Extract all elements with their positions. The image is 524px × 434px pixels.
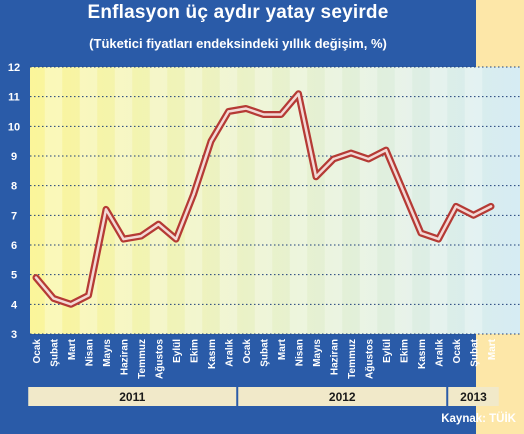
data-point	[192, 193, 195, 196]
data-point	[332, 157, 335, 161]
x-tick-label: Haziran	[120, 339, 131, 375]
data-point	[454, 205, 458, 208]
x-tick-label: Aralık	[225, 339, 236, 367]
data-point	[384, 148, 388, 152]
data-point	[489, 205, 493, 208]
x-tick-label: Mart	[67, 338, 78, 360]
year-bar	[448, 387, 499, 406]
month-stripe	[429, 67, 448, 334]
month-stripe	[219, 67, 238, 334]
x-tick-label: Eylül	[382, 339, 393, 363]
chart-title: Enflasyon üç aydır yatay seyirde	[87, 2, 389, 23]
data-point	[402, 190, 405, 193]
x-tick-label: Eylül	[172, 339, 183, 363]
x-tick-label: Haziran	[330, 339, 341, 375]
year-label: 2011	[119, 390, 145, 404]
y-tick-label: 9	[11, 151, 17, 163]
x-tick-label: Ocak	[32, 339, 43, 364]
data-point	[122, 237, 125, 241]
year-bar	[238, 387, 447, 406]
x-tick-label: Aralık	[435, 339, 446, 367]
month-stripe	[289, 67, 308, 334]
x-tick-label: Nisan	[295, 339, 306, 366]
data-point	[437, 237, 440, 241]
data-point	[314, 175, 318, 178]
data-point	[157, 223, 160, 226]
x-tick-label: Şubat	[470, 338, 481, 366]
data-point	[279, 113, 283, 116]
y-tick-label: 12	[8, 62, 20, 74]
month-stripe	[359, 67, 378, 334]
y-tick-label: 10	[8, 121, 20, 133]
x-tick-label: Ağustos	[365, 339, 376, 379]
y-tick-label: 7	[11, 210, 17, 222]
data-point	[349, 151, 353, 155]
data-point	[419, 231, 423, 235]
year-label: 2012	[329, 390, 356, 404]
month-stripe	[324, 67, 343, 334]
y-tick-label: 5	[11, 270, 17, 282]
data-point	[472, 214, 475, 217]
x-tick-label: Ekim	[400, 339, 411, 363]
month-stripe	[254, 67, 273, 334]
x-tick-label: Temmuz	[137, 339, 148, 379]
data-point	[69, 303, 73, 306]
x-tick-label: Kasım	[207, 339, 218, 369]
year-bar	[28, 387, 237, 406]
y-tick-label: 3	[11, 329, 17, 341]
month-stripe	[114, 67, 133, 334]
x-tick-label: Mart	[277, 338, 288, 360]
year-label: 2013	[460, 390, 487, 404]
x-tick-label: Ocak	[242, 339, 253, 364]
source-note: Kaynak: TÜİK	[441, 413, 516, 425]
y-tick-label: 4	[11, 299, 18, 311]
y-tick-label: 6	[11, 240, 17, 252]
data-point	[52, 297, 55, 300]
data-point	[174, 237, 178, 241]
chart-subtitle: (Tüketici fiyatları endeksindeki yıllık …	[89, 36, 387, 51]
x-tick-label: Mayıs	[102, 339, 113, 367]
data-point	[34, 276, 38, 279]
data-point	[104, 208, 108, 211]
x-tick-label: Ağustos	[155, 339, 166, 379]
x-tick-label: Ekim	[190, 339, 201, 363]
x-tick-label: Şubat	[50, 338, 61, 366]
x-tick-label: Kasım	[417, 339, 428, 369]
data-point	[139, 234, 143, 238]
data-point	[262, 113, 265, 116]
x-tick-label: Temmuz	[347, 339, 358, 379]
y-tick-label: 11	[8, 92, 20, 104]
data-point	[367, 157, 370, 161]
y-tick-label: 8	[11, 181, 17, 193]
data-point	[244, 107, 248, 110]
month-stripe	[44, 67, 63, 334]
x-tick-label: Mayıs	[312, 339, 323, 367]
x-tick-label: Şubat	[260, 338, 271, 366]
data-point	[209, 139, 213, 143]
data-point	[297, 92, 300, 95]
month-stripe	[464, 67, 483, 334]
data-point	[87, 294, 90, 297]
x-tick-label: Mart	[487, 338, 498, 360]
x-tick-label: Nisan	[85, 339, 96, 366]
month-stripe	[149, 67, 168, 334]
data-point	[227, 110, 230, 113]
x-tick-label: Ocak	[452, 339, 463, 364]
